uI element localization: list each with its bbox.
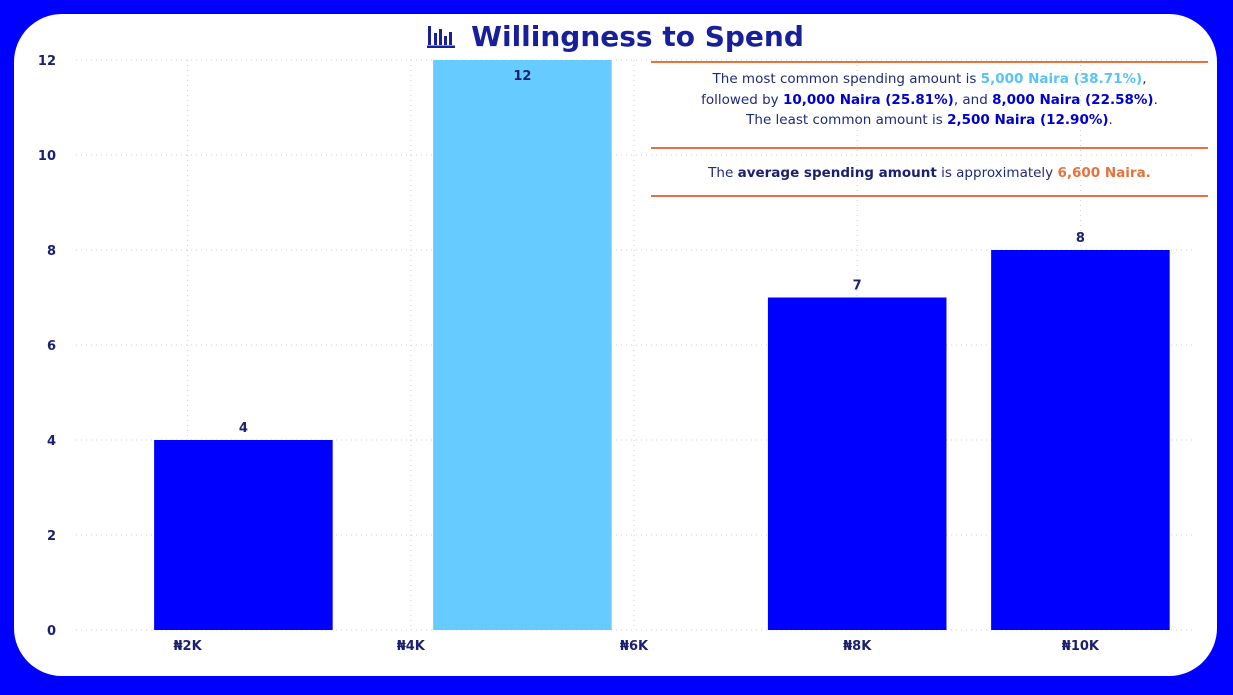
data-label: 7 <box>853 279 862 294</box>
note-divider-top <box>651 61 1208 63</box>
data-label: 12 <box>513 69 531 84</box>
x-axis: ₦2K ₦4K ₦6K ₦8K ₦10K <box>174 639 1100 654</box>
highlight-third: 8,000 Naira (22.58%) <box>992 91 1154 108</box>
bars <box>154 60 1170 630</box>
note-line: The most common spending amount is 5,000… <box>712 71 1147 87</box>
note-line: The least common amount is 2,500 Naira (… <box>746 112 1113 128</box>
highlight-average-label: average spending amount <box>737 165 937 181</box>
insight-note-average: The average spending amount is approxima… <box>708 165 1151 181</box>
bar[interactable] <box>433 60 612 630</box>
x-tick-label: ₦4K <box>397 639 426 654</box>
x-tick-label: ₦8K <box>843 639 872 654</box>
highlight-average-value: 6,600 Naira. <box>1057 165 1151 181</box>
data-labels: 4 12 7 8 <box>239 69 1085 436</box>
y-tick-label: 0 <box>47 624 56 639</box>
note-line: followed by 10,000 Naira (25.81%), and 8… <box>701 91 1158 108</box>
y-tick-label: 4 <box>47 434 56 449</box>
note-divider-bottom <box>651 195 1208 197</box>
y-axis: 0 2 4 6 8 10 12 <box>38 54 56 639</box>
chart-card: 4 12 7 8 0 2 4 6 8 10 12 ₦2K ₦4K ₦6K ₦8K ₦10K Willing… <box>14 14 1217 676</box>
bar[interactable] <box>767 297 947 631</box>
y-tick-label: 10 <box>38 149 56 164</box>
bar-chart-icon <box>427 26 456 48</box>
bar[interactable] <box>991 250 1170 630</box>
insight-note-distribution: The most common spending amount is 5,000… <box>651 69 1208 131</box>
highlight-least-common: 2,500 Naira (12.90%) <box>947 112 1109 128</box>
chart-header: Willingness to Spend <box>14 14 1217 58</box>
y-tick-label: 8 <box>47 244 56 259</box>
x-tick-label: ₦2K <box>174 639 203 654</box>
y-tick-label: 12 <box>38 54 56 69</box>
highlight-most-common: 5,000 Naira (38.71%) <box>980 71 1143 87</box>
bar-chart: 4 12 7 8 0 2 4 6 8 10 12 ₦2K ₦4K ₦6K ₦8K ₦10K <box>38 54 1192 654</box>
chart-title: Willingness to Spend <box>471 19 804 53</box>
x-tick-label: ₦10K <box>1062 639 1100 654</box>
data-label: 4 <box>239 421 248 436</box>
y-tick-label: 6 <box>47 339 56 354</box>
x-tick-label: ₦6K <box>620 639 649 654</box>
highlight-second: 10,000 Naira (25.81%) <box>782 91 954 108</box>
data-label: 8 <box>1076 231 1085 246</box>
note-divider-middle <box>651 147 1208 149</box>
y-tick-label: 2 <box>47 529 56 544</box>
bar[interactable] <box>154 440 333 630</box>
